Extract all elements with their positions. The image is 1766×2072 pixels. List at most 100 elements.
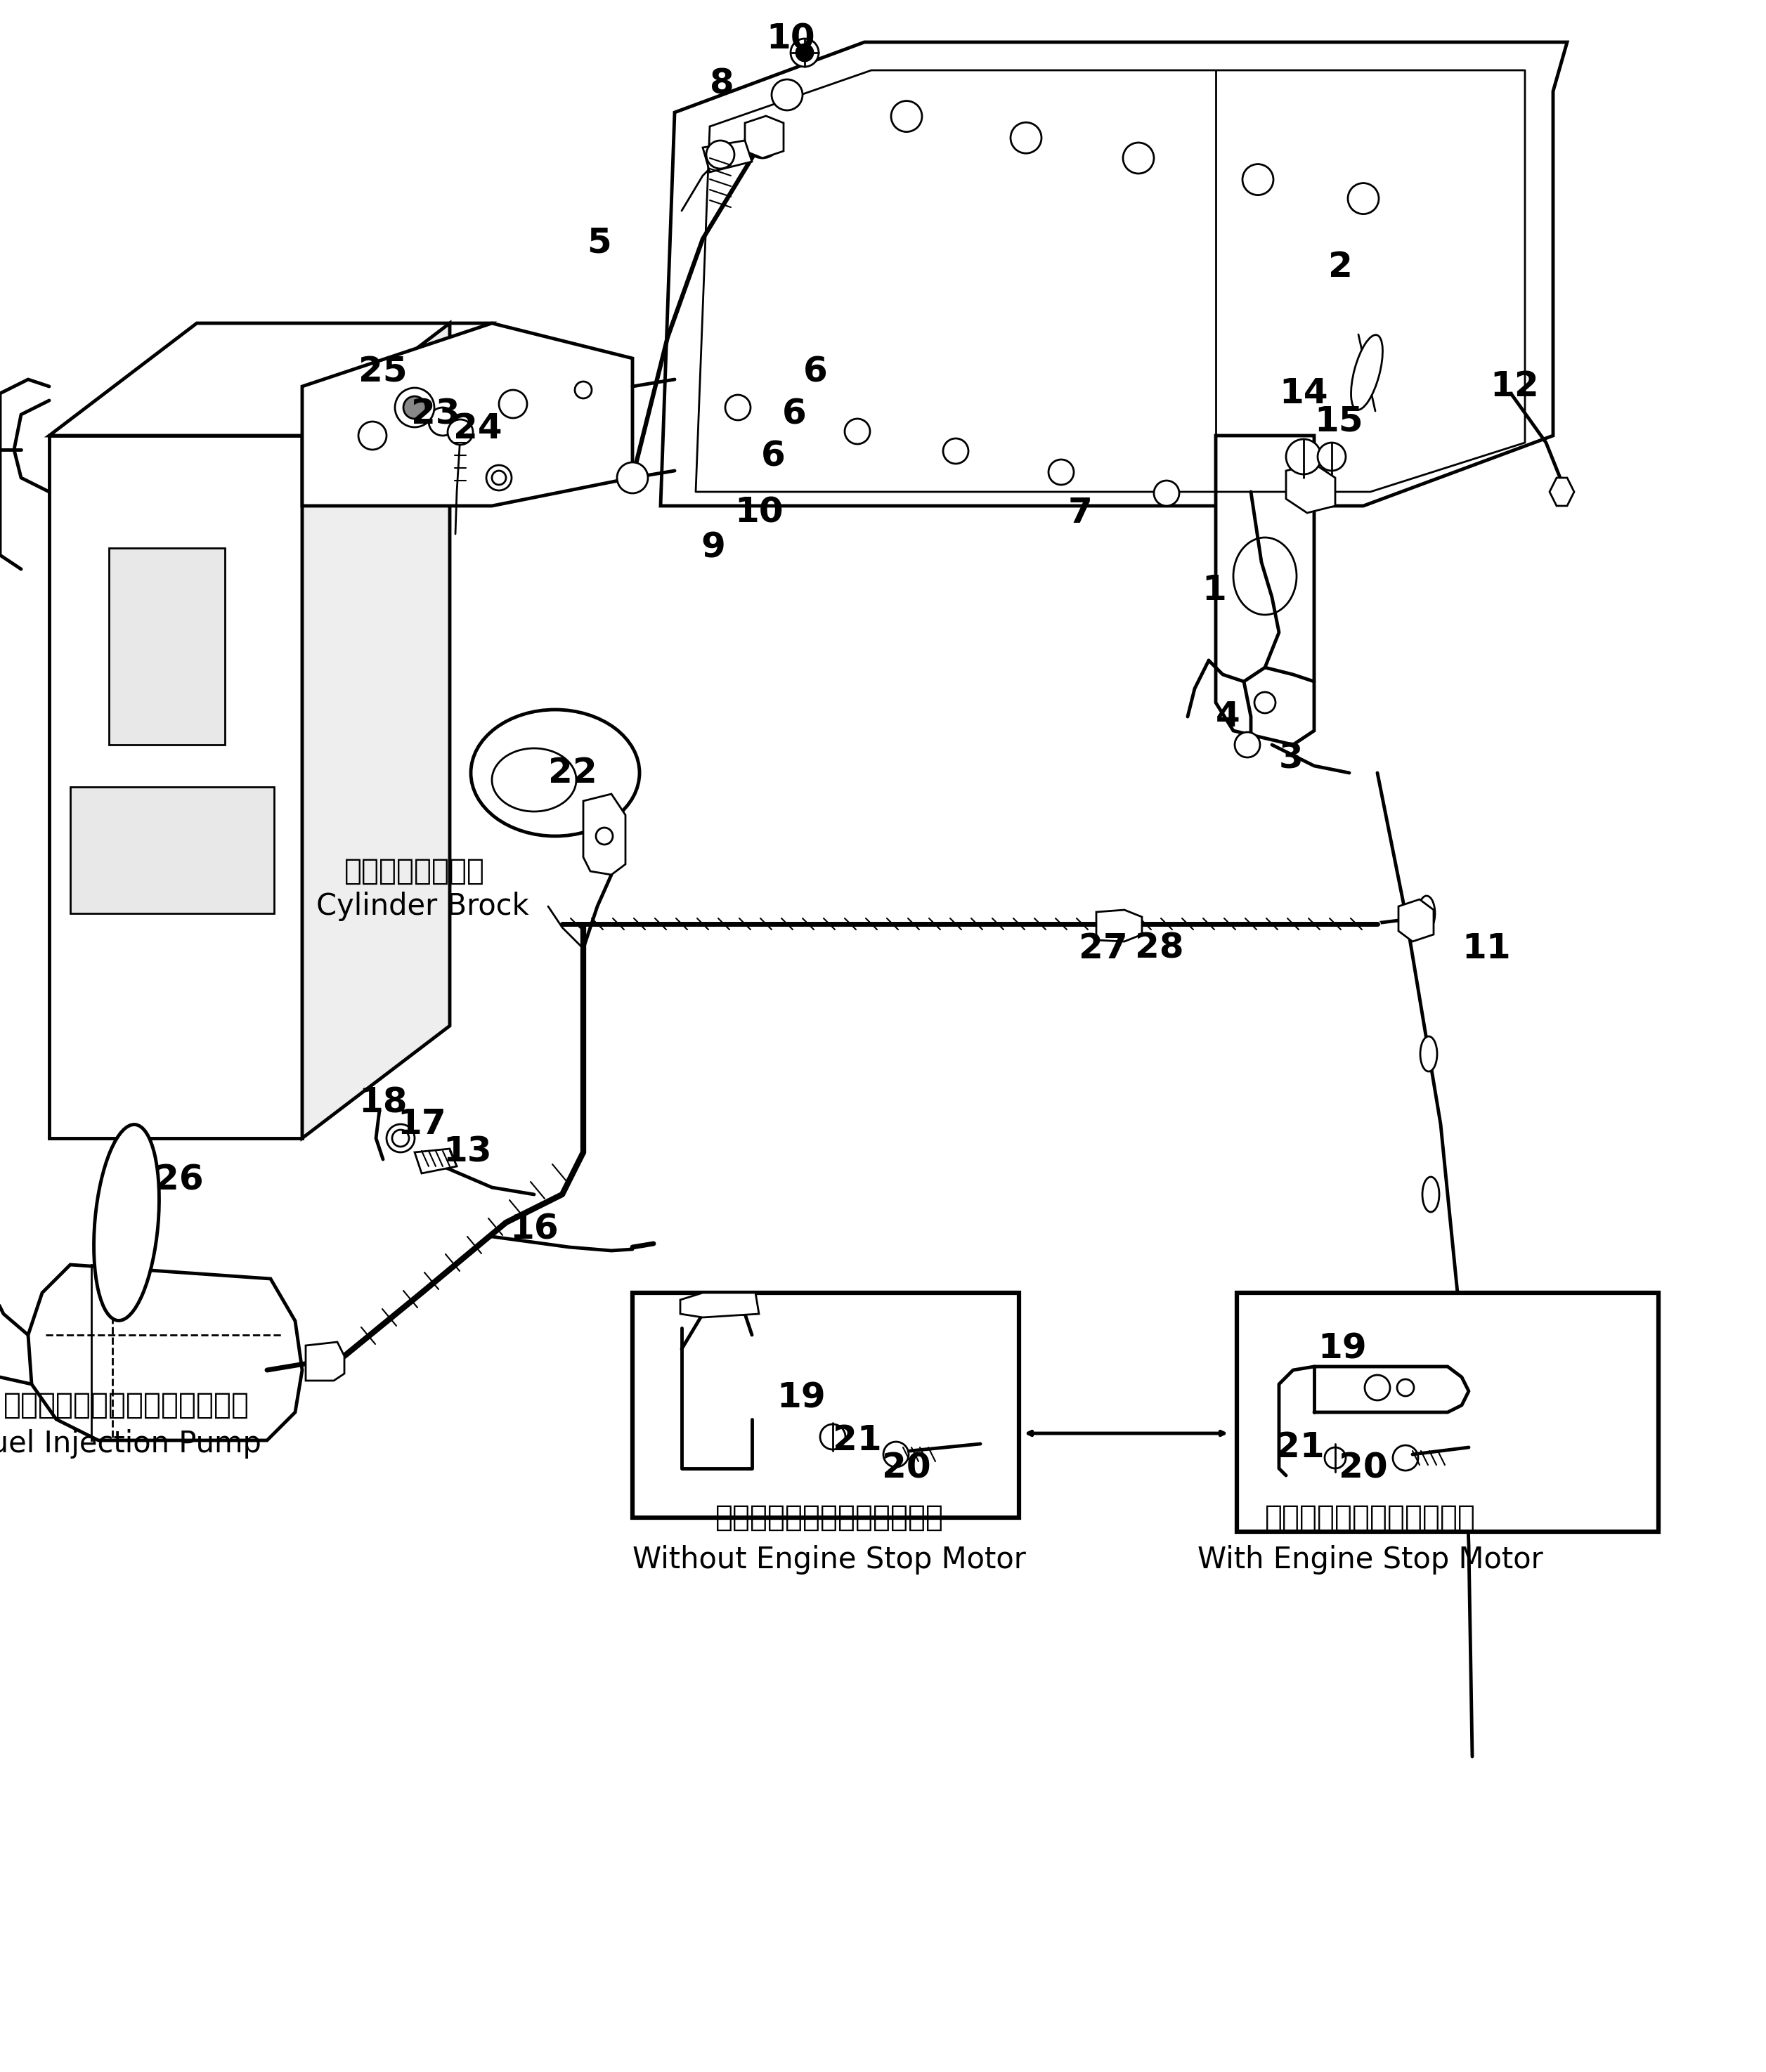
Ellipse shape: [1422, 1177, 1439, 1212]
Circle shape: [706, 141, 735, 168]
Text: 25: 25: [358, 356, 408, 390]
Circle shape: [616, 462, 648, 493]
Circle shape: [883, 1442, 909, 1467]
Polygon shape: [302, 323, 632, 506]
Text: 10: 10: [766, 23, 814, 56]
Text: 11: 11: [1462, 932, 1510, 966]
Text: エンジンストップモータなし: エンジンストップモータなし: [715, 1502, 943, 1533]
Circle shape: [358, 421, 387, 450]
Circle shape: [1254, 692, 1275, 713]
Polygon shape: [1286, 464, 1335, 514]
Polygon shape: [306, 1343, 344, 1380]
Circle shape: [1286, 439, 1321, 474]
Text: 4: 4: [1215, 700, 1240, 733]
Text: 13: 13: [443, 1135, 491, 1169]
Text: 22: 22: [547, 756, 597, 789]
Text: 18: 18: [358, 1086, 408, 1121]
Text: 28: 28: [1136, 932, 1183, 966]
Bar: [632, 1293, 1019, 1517]
Circle shape: [396, 387, 434, 427]
Polygon shape: [680, 1293, 759, 1318]
Circle shape: [943, 439, 968, 464]
Ellipse shape: [493, 748, 576, 812]
Text: 8: 8: [710, 68, 735, 102]
Text: 27: 27: [1079, 932, 1128, 966]
Ellipse shape: [472, 709, 639, 837]
Text: Fuel Injection Pump: Fuel Injection Pump: [0, 1430, 261, 1459]
Text: 12: 12: [1491, 369, 1538, 404]
Circle shape: [1243, 164, 1273, 195]
Circle shape: [486, 464, 512, 491]
Polygon shape: [583, 794, 625, 874]
Circle shape: [500, 390, 526, 419]
Ellipse shape: [1420, 1036, 1438, 1071]
Text: フェルインジェクションポンプ: フェルインジェクションポンプ: [4, 1390, 249, 1419]
Ellipse shape: [1418, 895, 1436, 930]
Circle shape: [387, 1125, 415, 1152]
Circle shape: [447, 419, 473, 445]
Text: 20: 20: [881, 1452, 931, 1486]
Text: 6: 6: [761, 439, 786, 474]
Text: 15: 15: [1314, 404, 1363, 439]
Polygon shape: [1097, 910, 1143, 941]
Text: 3: 3: [1279, 742, 1303, 775]
Ellipse shape: [1233, 537, 1296, 615]
Polygon shape: [109, 547, 224, 744]
Circle shape: [392, 1129, 410, 1146]
Circle shape: [1317, 443, 1346, 470]
Text: 10: 10: [735, 495, 784, 530]
Circle shape: [403, 396, 426, 419]
Circle shape: [844, 419, 871, 443]
Circle shape: [1234, 731, 1259, 758]
Polygon shape: [1399, 899, 1434, 941]
Polygon shape: [660, 41, 1566, 506]
Text: 26: 26: [155, 1164, 203, 1198]
Text: エンジンストップモータ付: エンジンストップモータ付: [1264, 1502, 1476, 1533]
Circle shape: [493, 470, 507, 485]
Text: 7: 7: [1068, 495, 1093, 530]
Text: 9: 9: [701, 530, 726, 566]
Circle shape: [819, 1423, 846, 1450]
Text: 16: 16: [510, 1212, 558, 1247]
Circle shape: [1393, 1446, 1418, 1471]
Ellipse shape: [1351, 336, 1383, 410]
Polygon shape: [28, 1264, 302, 1440]
Text: 20: 20: [1339, 1452, 1388, 1486]
Polygon shape: [745, 116, 784, 157]
Text: 2: 2: [1328, 251, 1353, 284]
Text: 24: 24: [454, 412, 502, 445]
Text: 21: 21: [1275, 1430, 1324, 1465]
Text: シリンダブロック: シリンダブロック: [344, 856, 486, 887]
Circle shape: [1010, 122, 1042, 153]
Text: 19: 19: [777, 1382, 826, 1415]
Text: 5: 5: [586, 226, 611, 259]
Circle shape: [892, 102, 922, 133]
Text: 6: 6: [804, 356, 828, 390]
Circle shape: [1049, 460, 1074, 485]
Circle shape: [1324, 1448, 1346, 1469]
Ellipse shape: [94, 1125, 159, 1320]
Text: 14: 14: [1279, 377, 1328, 410]
Polygon shape: [703, 141, 752, 172]
Polygon shape: [49, 323, 493, 435]
Circle shape: [1347, 182, 1379, 213]
Text: Cylinder Brock: Cylinder Brock: [316, 891, 530, 922]
Polygon shape: [49, 435, 302, 1138]
Circle shape: [726, 396, 751, 421]
Circle shape: [1397, 1380, 1415, 1397]
Polygon shape: [1215, 435, 1314, 744]
Circle shape: [595, 827, 613, 845]
Circle shape: [1153, 481, 1180, 506]
Circle shape: [796, 44, 812, 62]
Bar: [1236, 1293, 1658, 1531]
Text: 1: 1: [1201, 574, 1226, 607]
Text: 19: 19: [1317, 1332, 1367, 1365]
Text: 17: 17: [397, 1106, 447, 1142]
Text: Without Engine Stop Motor: Without Engine Stop Motor: [632, 1546, 1026, 1575]
Circle shape: [429, 408, 457, 435]
Polygon shape: [302, 323, 450, 1138]
Text: 6: 6: [782, 398, 807, 431]
Polygon shape: [71, 787, 274, 914]
Circle shape: [772, 79, 802, 110]
Circle shape: [791, 39, 819, 66]
